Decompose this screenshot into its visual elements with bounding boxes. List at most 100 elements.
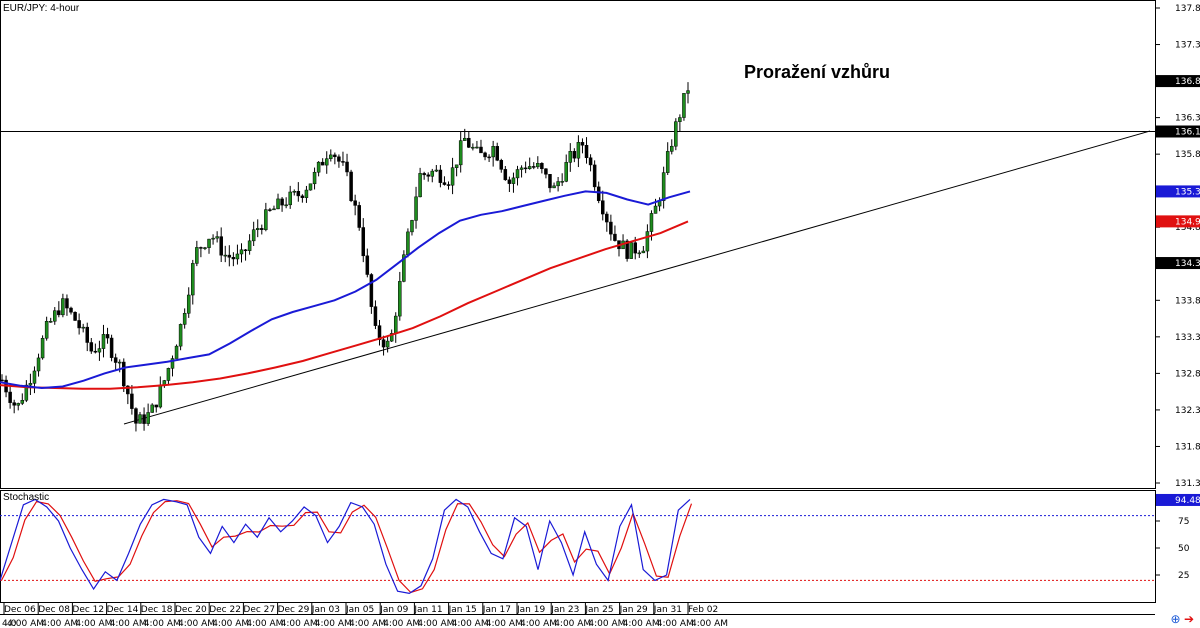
price-label-box: 136.15: [1156, 125, 1200, 138]
svg-text:136.15: 136.15: [1175, 128, 1200, 138]
price-tick-label: 137.84: [1175, 4, 1200, 14]
candle: [223, 245, 228, 263]
time-tick-label: 4:00 AM: [417, 619, 454, 628]
candle: [247, 234, 252, 255]
candle: [65, 294, 69, 316]
candle: [272, 205, 276, 211]
candle: [406, 228, 410, 258]
candle: [523, 161, 528, 174]
candle: [20, 393, 25, 406]
candle: [40, 335, 45, 360]
candle: [32, 366, 37, 394]
first-time-label: 4:0: [2, 619, 17, 628]
candle: [373, 300, 378, 330]
candle: [243, 249, 248, 261]
trendline: [123, 130, 1151, 425]
candle: [264, 202, 268, 232]
candle: [617, 240, 621, 257]
moving-average-red: [0, 220, 689, 390]
candle: [146, 403, 150, 426]
time-tick-label: 4:00 AM: [110, 619, 147, 628]
date-tick-label: Jan 03: [311, 605, 340, 615]
candle: [113, 353, 118, 370]
time-tick-label: 4:00 AM: [623, 619, 660, 628]
candle: [16, 402, 20, 411]
candle: [532, 162, 536, 170]
time-tick-label: 4:00 AM: [588, 619, 625, 628]
date-tick-label: Jan 23: [550, 605, 579, 615]
candle: [682, 93, 686, 121]
time-tick-label: 4:00 AM: [520, 619, 557, 628]
stochastic-current-box: 94.48: [1156, 493, 1200, 506]
candle: [527, 157, 532, 170]
link-icon[interactable]: ⊕: [1170, 612, 1181, 626]
price-tick-label: 133.84: [1175, 296, 1200, 306]
candle: [158, 376, 163, 409]
time-tick-label: 4:00 AM: [657, 619, 694, 628]
candle: [8, 383, 12, 409]
candle: [215, 231, 219, 243]
candle: [592, 160, 597, 191]
candle: [475, 140, 479, 149]
candle: [178, 323, 183, 351]
candle: [467, 131, 471, 149]
candle: [560, 173, 564, 186]
candle: [365, 248, 370, 278]
candle: [304, 185, 309, 203]
candle: [345, 153, 349, 177]
candle: [333, 152, 337, 165]
time-tick-label: 4:00 AM: [41, 619, 78, 628]
candle: [385, 335, 390, 353]
svg-text:134.35: 134.35: [1175, 259, 1200, 269]
svg-text:94.48: 94.48: [1175, 496, 1200, 506]
candle: [446, 181, 451, 190]
candle: [109, 334, 114, 362]
candle: [77, 313, 81, 335]
candle: [166, 367, 171, 385]
candle: [398, 271, 402, 321]
candle: [418, 167, 422, 198]
candle: [450, 157, 455, 195]
price-tick-label: 132.84: [1175, 369, 1200, 379]
time-tick-label: 4:00 AM: [349, 619, 386, 628]
candle: [357, 201, 361, 231]
candle: [162, 379, 167, 388]
time-tick-label: 4:00 AM: [178, 619, 215, 628]
candle: [393, 312, 398, 343]
candle: [207, 238, 211, 254]
stoch-tick-label: 50: [1178, 544, 1190, 554]
candle: [499, 158, 504, 173]
price-label-box: 134.35: [1156, 257, 1200, 270]
candle: [69, 306, 73, 315]
candle: [422, 171, 426, 180]
candle: [300, 194, 305, 203]
stochastic-k-line: [0, 498, 691, 595]
date-tick-label: Dec 29: [278, 605, 310, 615]
date-tick-label: Dec 14: [107, 605, 139, 615]
candle: [507, 176, 512, 192]
candle: [584, 137, 589, 164]
candle: [410, 219, 414, 236]
candle: [536, 156, 540, 169]
candle: [170, 355, 175, 377]
candle: [85, 322, 89, 352]
price-tick-label: 135.84: [1175, 150, 1200, 160]
candle: [182, 308, 187, 329]
date-tick-label: Jan 15: [448, 605, 477, 615]
candle: [235, 244, 240, 265]
date-tick-label: Dec 27: [243, 605, 275, 615]
candle: [122, 358, 126, 392]
candle: [661, 166, 666, 209]
candle: [24, 380, 29, 403]
arrow-icon[interactable]: ➔: [1183, 612, 1194, 626]
candle: [142, 407, 146, 431]
candle: [458, 131, 463, 173]
candle: [186, 287, 191, 318]
time-tick-label: 4:00 AM: [7, 619, 44, 628]
candle: [613, 225, 617, 242]
main-panel-frame: [0, 0, 1156, 489]
price-tick-label: 131.84: [1175, 442, 1200, 452]
time-tick-label: 4:00 AM: [452, 619, 489, 628]
candle: [361, 218, 366, 263]
candle: [101, 324, 106, 358]
